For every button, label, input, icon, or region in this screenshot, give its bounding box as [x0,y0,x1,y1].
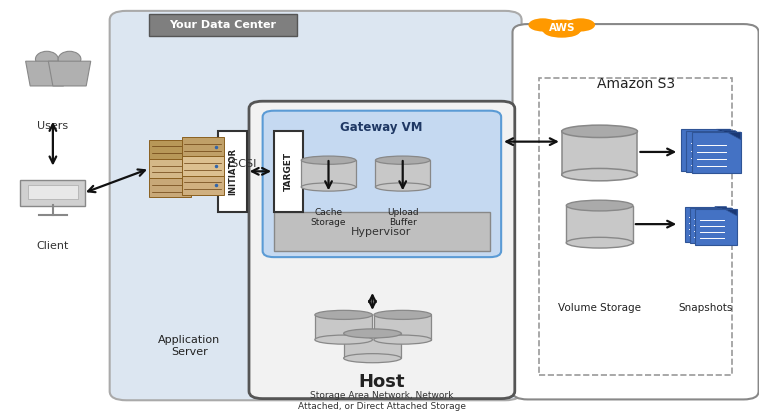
Text: Upload
Buffer: Upload Buffer [387,208,419,227]
Polygon shape [374,315,432,339]
Polygon shape [725,209,737,216]
Text: Client: Client [36,241,69,251]
Ellipse shape [315,310,372,319]
Ellipse shape [59,51,81,67]
Polygon shape [714,206,727,213]
Polygon shape [182,137,223,156]
Ellipse shape [36,51,59,67]
Polygon shape [562,131,638,175]
FancyBboxPatch shape [692,132,741,173]
FancyBboxPatch shape [249,101,515,399]
Polygon shape [301,160,356,187]
Ellipse shape [374,310,432,319]
Ellipse shape [374,335,432,344]
Polygon shape [150,178,191,197]
Text: Your Data Center: Your Data Center [169,20,277,30]
Polygon shape [344,334,401,358]
FancyBboxPatch shape [539,78,732,375]
Polygon shape [182,176,223,195]
Text: INITIATOR: INITIATOR [228,148,237,195]
Text: Application
Server: Application Server [158,336,220,357]
Text: Gateway VM: Gateway VM [340,121,423,134]
Polygon shape [566,206,633,243]
FancyBboxPatch shape [28,185,78,199]
Polygon shape [49,61,90,86]
Ellipse shape [375,183,430,191]
FancyBboxPatch shape [274,131,302,212]
Ellipse shape [562,168,638,181]
FancyBboxPatch shape [686,131,736,172]
Ellipse shape [541,20,583,37]
Ellipse shape [566,200,633,211]
Polygon shape [315,315,372,339]
Text: iSCSI: iSCSI [228,159,256,169]
Ellipse shape [375,156,430,164]
Polygon shape [150,159,191,178]
FancyBboxPatch shape [274,212,489,251]
FancyBboxPatch shape [512,24,758,399]
Ellipse shape [301,156,356,164]
Ellipse shape [301,183,356,191]
FancyBboxPatch shape [149,14,296,36]
Text: TARGET: TARGET [284,152,293,191]
Polygon shape [26,61,68,86]
Text: Amazon S3: Amazon S3 [597,77,675,91]
FancyBboxPatch shape [263,111,501,257]
Polygon shape [722,131,736,138]
Polygon shape [150,140,191,159]
Ellipse shape [566,18,595,32]
Polygon shape [375,160,430,187]
Text: Snapshots: Snapshots [679,302,733,312]
Ellipse shape [344,354,401,363]
FancyBboxPatch shape [21,180,85,206]
Text: Volume Storage: Volume Storage [558,302,641,312]
FancyBboxPatch shape [695,209,737,244]
Ellipse shape [543,25,580,38]
FancyBboxPatch shape [681,129,730,171]
Polygon shape [727,132,741,140]
Polygon shape [717,129,730,137]
Polygon shape [720,208,732,214]
Text: Storage Area Network, Network
Attached, or Direct Attached Storage: Storage Area Network, Network Attached, … [297,391,466,411]
Text: Users: Users [37,121,68,131]
FancyBboxPatch shape [109,11,521,400]
Ellipse shape [528,18,557,32]
Ellipse shape [344,329,401,338]
Text: Host: Host [358,373,405,391]
Text: AWS: AWS [549,23,575,33]
Ellipse shape [315,335,372,344]
Text: Hypervisor: Hypervisor [351,226,412,236]
FancyBboxPatch shape [218,131,247,212]
Ellipse shape [562,125,638,138]
Text: Cache
Storage: Cache Storage [311,208,347,227]
Ellipse shape [566,237,633,248]
FancyBboxPatch shape [685,206,727,242]
Polygon shape [182,156,223,176]
FancyBboxPatch shape [690,208,732,243]
